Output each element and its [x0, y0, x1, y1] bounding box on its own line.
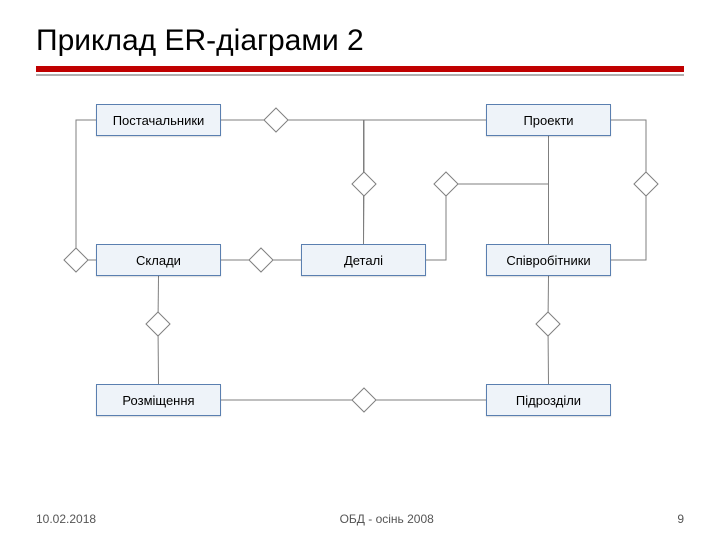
title-rule [36, 66, 684, 72]
relationship-diamond [352, 388, 376, 412]
relationship-diamond [352, 172, 376, 196]
entity-stores: Склади [96, 244, 221, 276]
slide: Приклад ER-діаграми 2 Постачальники Проек… [0, 0, 720, 540]
entity-employees: Співробітники [486, 244, 611, 276]
er-diagram: Постачальники Проекти Склади Деталі Співробі… [36, 94, 684, 454]
entity-projects: Проекти [486, 104, 611, 136]
footer-page: 9 [677, 512, 684, 526]
title-rule-thin [36, 74, 684, 76]
relationship-diamond [249, 248, 273, 272]
relationship-diamond [536, 312, 560, 336]
entity-departments: Підрозділи [486, 384, 611, 416]
relationship-diamond [264, 108, 288, 132]
entity-suppliers: Постачальники [96, 104, 221, 136]
relationship-diamond [634, 172, 658, 196]
footer-date: 10.02.2018 [36, 512, 96, 526]
entity-details: Деталі [301, 244, 426, 276]
relationship-diamond [146, 312, 170, 336]
footer-center: ОБД - осінь 2008 [340, 512, 434, 526]
page-title: Приклад ER-діаграми 2 [36, 24, 684, 58]
entity-locations: Розміщення [96, 384, 221, 416]
footer: 10.02.2018 ОБД - осінь 2008 9 [36, 512, 684, 526]
relationship-diamond [434, 172, 458, 196]
relationship-diamond [64, 248, 88, 272]
